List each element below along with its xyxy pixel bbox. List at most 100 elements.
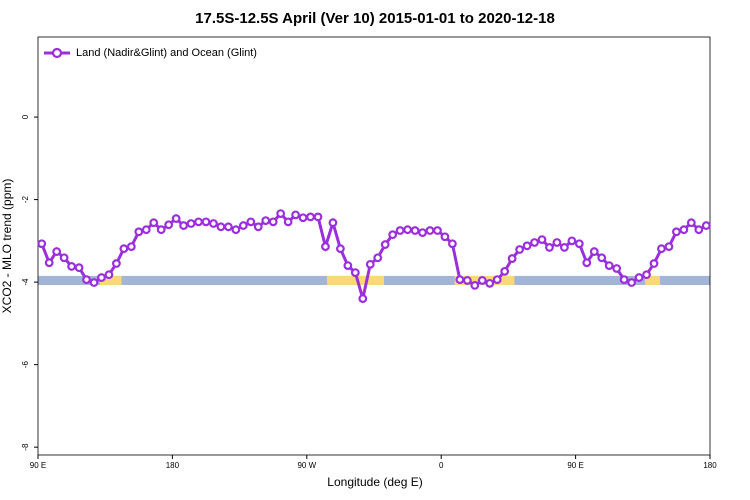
data-point	[209, 219, 218, 228]
land-band	[99, 275, 122, 285]
data-point	[552, 238, 562, 247]
data-point	[291, 210, 301, 220]
data-point	[336, 244, 345, 254]
data-point	[231, 225, 241, 235]
data-point	[350, 268, 360, 278]
data-point	[388, 230, 398, 240]
data-point	[425, 226, 435, 235]
data-point	[380, 240, 390, 249]
data-point	[657, 244, 666, 254]
data-point	[612, 264, 622, 273]
data-point	[74, 263, 84, 273]
data-point	[156, 225, 166, 235]
chart-title: 17.5S-12.5S April (Ver 10) 2015-01-01 to…	[195, 10, 555, 27]
x-axis-label: Longitude (deg E)	[327, 475, 422, 489]
land-band	[645, 275, 660, 285]
y-tick-label: -8	[21, 443, 30, 451]
plot-frame	[37, 36, 711, 456]
data-point	[589, 247, 599, 256]
data-point	[313, 212, 323, 222]
data-point	[321, 242, 330, 252]
x-tick-label: 180	[703, 461, 717, 470]
data-point	[477, 276, 487, 285]
data-point	[634, 273, 644, 282]
data-point	[89, 278, 99, 287]
data-point	[560, 243, 569, 252]
data-point	[104, 270, 114, 280]
data-point	[216, 222, 226, 232]
data-point	[328, 218, 338, 228]
data-point	[440, 232, 450, 242]
data-point	[664, 242, 674, 252]
data-point	[149, 218, 159, 228]
data-point	[679, 225, 689, 235]
data-point	[97, 273, 106, 282]
data-point	[567, 236, 577, 246]
data-point	[343, 261, 353, 271]
data-point	[223, 222, 233, 232]
data-point	[186, 219, 196, 228]
data-point	[283, 217, 293, 227]
data-point	[276, 209, 286, 219]
data-point	[141, 225, 151, 235]
data-point	[261, 216, 271, 226]
data-point	[134, 227, 144, 237]
data-point	[194, 217, 203, 227]
x-tick-label: 0	[439, 461, 444, 470]
data-point	[515, 245, 524, 254]
data-point	[448, 239, 457, 249]
data-point	[627, 278, 636, 287]
data-point	[238, 221, 248, 230]
data-point	[410, 226, 420, 235]
data-point	[686, 218, 696, 228]
land-band	[326, 275, 385, 285]
data-point	[201, 217, 211, 227]
x-tick-label: 90 E	[30, 461, 46, 470]
y-tick-label: -6	[21, 361, 30, 369]
data-point	[67, 262, 76, 271]
y-tick-label: -2	[21, 195, 30, 203]
data-point	[455, 275, 465, 285]
data-point	[365, 259, 375, 269]
data-point	[358, 294, 368, 304]
data-point	[298, 213, 308, 223]
data-point	[694, 225, 704, 235]
data-point	[395, 226, 405, 235]
data-point	[164, 220, 174, 230]
data-point	[492, 275, 502, 285]
data-point	[52, 247, 62, 256]
data-point	[507, 254, 517, 263]
data-point	[470, 281, 480, 290]
y-tick-label: 0	[21, 114, 30, 119]
data-point	[672, 227, 681, 237]
x-tick-label: 90 W	[297, 461, 316, 470]
legend-marker	[51, 47, 63, 59]
data-point	[179, 221, 189, 230]
data-point	[642, 270, 651, 280]
data-point	[522, 241, 532, 251]
data-point	[582, 258, 592, 268]
data-point	[545, 243, 554, 252]
data-point	[171, 214, 181, 223]
data-point	[433, 226, 442, 235]
data-point	[574, 239, 584, 249]
data-point	[485, 278, 495, 288]
data-point	[111, 259, 121, 268]
data-point	[403, 225, 413, 235]
data-point	[82, 275, 91, 285]
data-point	[530, 238, 539, 247]
data-point	[126, 242, 136, 252]
data-point	[253, 222, 263, 232]
data-point	[59, 253, 69, 263]
data-point	[500, 266, 510, 276]
data-point	[373, 253, 383, 263]
data-point	[462, 276, 472, 285]
data-point	[619, 275, 629, 285]
y-tick-label: -4	[21, 278, 30, 286]
data-point	[268, 217, 278, 227]
data-point	[597, 253, 607, 263]
legend-label: Land (Nadir&Glint) and Ocean (Glint)	[76, 47, 257, 59]
data-point	[701, 221, 711, 230]
data-point	[418, 228, 427, 237]
